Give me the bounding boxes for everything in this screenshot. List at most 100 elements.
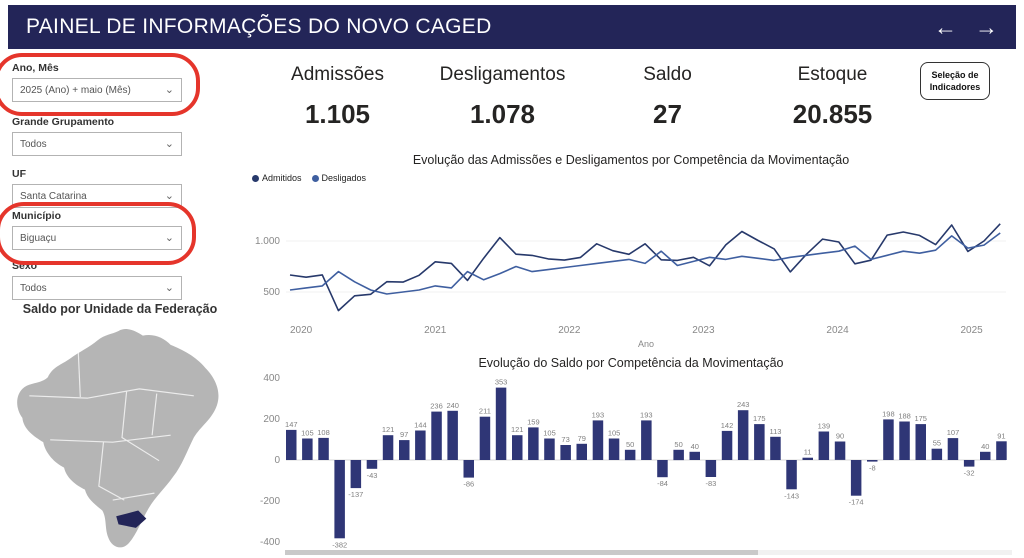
saldo-bar[interactable] (399, 440, 410, 460)
saldo-bar[interactable] (512, 435, 523, 460)
grande-grupamento-value: Todos (20, 138, 47, 150)
saldo-bar[interactable] (850, 460, 862, 496)
bar-value-label: 159 (527, 417, 540, 426)
saldo-bar[interactable] (350, 460, 362, 489)
bar-value-label: -86 (463, 480, 474, 489)
line-chart-legend: Admitidos Desligados (252, 173, 366, 183)
saldo-bar[interactable] (818, 431, 830, 461)
state-santa-catarina-highlight[interactable] (116, 510, 147, 528)
line-chart-title: Evolução das Admissões e Desligamentos p… (412, 153, 850, 167)
saldo-bar[interactable] (980, 451, 991, 460)
saldo-bar[interactable] (592, 420, 604, 460)
bar-value-label: 11 (804, 448, 812, 457)
nav-forward-arrow-icon[interactable]: → (975, 13, 998, 40)
bar-value-label: 105 (543, 429, 556, 438)
saldo-bar[interactable] (931, 448, 943, 460)
saldo-bar[interactable] (495, 387, 507, 460)
saldo-bar[interactable] (996, 441, 1007, 460)
bar-value-label: 198 (882, 409, 895, 418)
y-axis-tick-label: 0 (274, 455, 280, 466)
bar-value-label: 108 (317, 428, 330, 437)
saldo-bar[interactable] (382, 435, 394, 460)
saldo-bar[interactable] (415, 430, 426, 461)
saldo-bar[interactable] (947, 438, 959, 460)
bar-value-label: -43 (367, 471, 378, 480)
bar-value-label: 193 (592, 410, 605, 419)
saldo-bar[interactable] (624, 449, 636, 461)
y-axis-tick-label: 1.000 (255, 236, 280, 247)
bar-value-label: 55 (933, 439, 941, 448)
saldo-bar[interactable] (673, 449, 684, 461)
x-axis-tick-label: 2022 (558, 325, 581, 336)
admissions-dismissals-line-chart[interactable]: 500 1.000 2020 2021 2022 2023 2024 2025 Ano (250, 170, 1012, 356)
brazil-silhouette (17, 329, 219, 548)
saldo-bar[interactable] (302, 438, 313, 461)
saldo-bar[interactable] (754, 424, 765, 460)
saldo-bar[interactable] (786, 460, 797, 490)
saldo-bar[interactable] (608, 438, 620, 461)
saldo-bar[interactable] (479, 416, 491, 460)
saldo-bar[interactable] (657, 460, 668, 478)
saldo-bar[interactable] (641, 420, 652, 460)
bar-value-label: 107 (947, 428, 960, 437)
legend-dot-icon (311, 174, 319, 182)
line-series-desligados (289, 232, 1001, 295)
bar-value-label: 105 (301, 429, 314, 438)
selecao-indicadores-button[interactable]: Seleção de Indicadores (920, 62, 990, 100)
bar-value-label: 121 (511, 425, 524, 434)
bar-value-label: 353 (495, 378, 508, 387)
kpi-estoque-value: 20.855 (792, 99, 873, 129)
sexo-dropdown[interactable]: Todos ⌄ (12, 276, 182, 300)
saldo-bar[interactable] (463, 460, 475, 478)
saldo-bar[interactable] (705, 460, 717, 477)
saldo-bar[interactable] (689, 451, 701, 460)
grande-grupamento-dropdown[interactable]: Todos ⌄ (12, 132, 182, 156)
kpi-admissoes-label: Admissões (291, 64, 384, 85)
saldo-bar[interactable] (576, 443, 588, 460)
saldo-bar[interactable] (721, 430, 733, 460)
chevron-down-icon: ⌄ (164, 189, 174, 202)
saldo-bar[interactable] (431, 411, 442, 460)
saldo-bar[interactable] (802, 457, 814, 460)
saldo-bar[interactable] (883, 419, 894, 460)
saldo-bar[interactable] (834, 441, 846, 460)
chevron-down-icon: ⌄ (164, 231, 174, 244)
nav-back-arrow-icon[interactable]: ← (934, 13, 957, 40)
saldo-bar[interactable] (286, 429, 297, 460)
saldo-bar[interactable] (915, 424, 927, 460)
kpi-admissoes-value: 1.105 (304, 99, 371, 129)
bar-value-label: 211 (479, 407, 491, 416)
ano-mes-dropdown[interactable]: 2025 (Ano) + maio (Mês) ⌄ (12, 78, 182, 102)
bar-value-label: 40 (981, 442, 989, 451)
brazil-map[interactable] (6, 324, 238, 558)
saldo-bar[interactable] (447, 410, 458, 460)
bar-value-label: 193 (640, 410, 653, 419)
bar-chart-scrollbar-track[interactable] (285, 550, 1012, 555)
filter-ano-mes: Ano, Mês 2025 (Ano) + maio (Mês) ⌄ (12, 62, 182, 102)
saldo-bar[interactable] (528, 427, 539, 460)
kpi-estoque: Estoque 20.855 (750, 64, 915, 130)
saldo-bar[interactable] (544, 438, 555, 461)
filter-uf-label: UF (12, 168, 26, 180)
legend-item-desligados[interactable]: Desligados (311, 173, 367, 183)
municipio-dropdown[interactable]: Biguaçu ⌄ (12, 226, 182, 250)
saldo-bar[interactable] (963, 460, 975, 467)
saldo-bar[interactable] (334, 460, 345, 539)
saldo-bar[interactable] (318, 437, 329, 460)
bar-chart-scrollbar-thumb[interactable] (285, 550, 758, 555)
bar-value-label: -84 (657, 479, 668, 488)
legend-label: Desligados (321, 173, 367, 183)
x-axis-tick-label: 2020 (290, 325, 313, 336)
saldo-bar[interactable] (899, 421, 910, 461)
saldo-bar[interactable] (737, 410, 749, 460)
uf-dropdown[interactable]: Santa Catarina ⌄ (12, 184, 182, 208)
saldo-bar[interactable] (770, 436, 781, 460)
header: PAINEL DE INFORMAÇÕES DO NOVO CAGED ← → (8, 5, 1016, 49)
saldo-bar[interactable] (560, 445, 571, 460)
legend-item-admitidos[interactable]: Admitidos (252, 173, 302, 183)
kpi-saldo-value: 27 (653, 99, 682, 129)
kpi-desligamentos: Desligamentos 1.078 (420, 64, 585, 130)
saldo-bar[interactable] (867, 460, 878, 462)
saldo-bar[interactable] (366, 460, 378, 469)
